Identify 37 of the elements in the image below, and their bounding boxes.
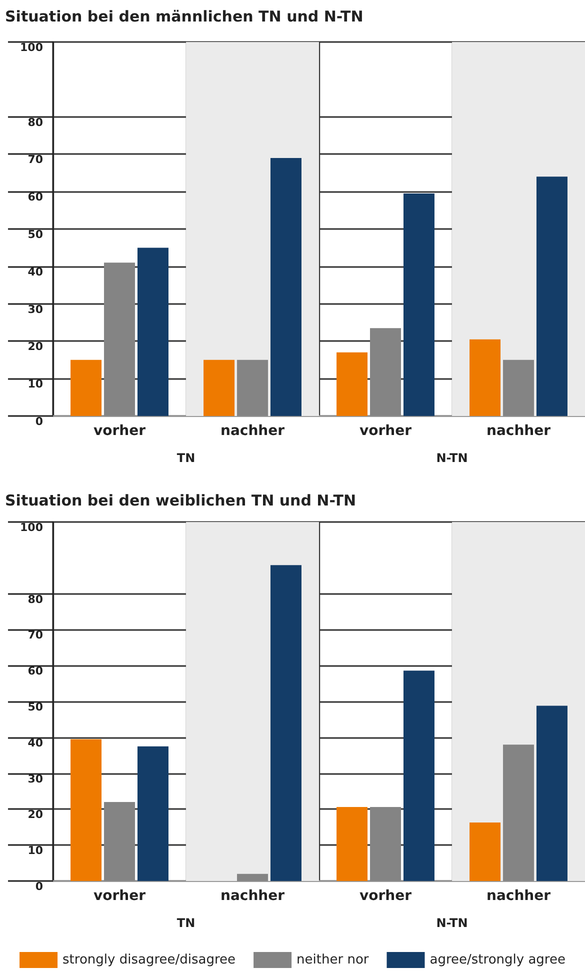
y-tick-label: 30 [28, 772, 44, 786]
x-tick-label: vorher [93, 888, 146, 904]
y-tick-label: 100 [20, 41, 44, 54]
text: TN [176, 451, 196, 465]
legend-label: agree/strongly agree [430, 952, 566, 968]
y-tick-label: 40 [28, 736, 44, 750]
y-tick-label: 20 [28, 340, 44, 354]
y-tick-label: 80 [28, 116, 44, 129]
x-tick-label: nachher [220, 888, 285, 904]
y-tick-label: 10 [28, 844, 44, 858]
y-tick-label: 10 [28, 378, 44, 391]
legend-label: strongly disagree/disagree [62, 952, 236, 968]
y-tick-label: 70 [28, 628, 44, 642]
text: N-TN [436, 916, 468, 930]
y-tick-label: 20 [28, 808, 44, 822]
chart-title: Situation bei den männlichen TN und N-TN [5, 8, 364, 26]
y-tick-label: 0 [35, 415, 44, 428]
x-tick-label: vorher [359, 888, 412, 904]
y-tick-label: 50 [28, 700, 44, 714]
x-tick-label: nachher [486, 423, 551, 439]
y-tick-label: 60 [28, 664, 44, 678]
y-tick-label: 100 [20, 521, 44, 534]
text: N-TN [436, 451, 468, 465]
x-tick-label: vorher [359, 423, 412, 439]
legend-label: neither nor [296, 952, 370, 968]
x-tick-label: vorher [93, 423, 146, 439]
y-tick-label: 80 [28, 592, 44, 606]
y-tick-label: 40 [28, 265, 44, 278]
x-tick-label: nachher [486, 888, 551, 904]
y-tick-label: 30 [28, 302, 44, 316]
chart-title: Situation bei den weiblichen TN und N-TN [5, 492, 356, 510]
y-tick-label: 60 [28, 190, 44, 204]
text: TN [176, 916, 196, 930]
y-tick-label: 70 [28, 153, 44, 166]
y-tick-label: 50 [28, 228, 44, 241]
x-tick-label: nachher [220, 423, 285, 439]
y-tick-label: 0 [35, 880, 44, 893]
